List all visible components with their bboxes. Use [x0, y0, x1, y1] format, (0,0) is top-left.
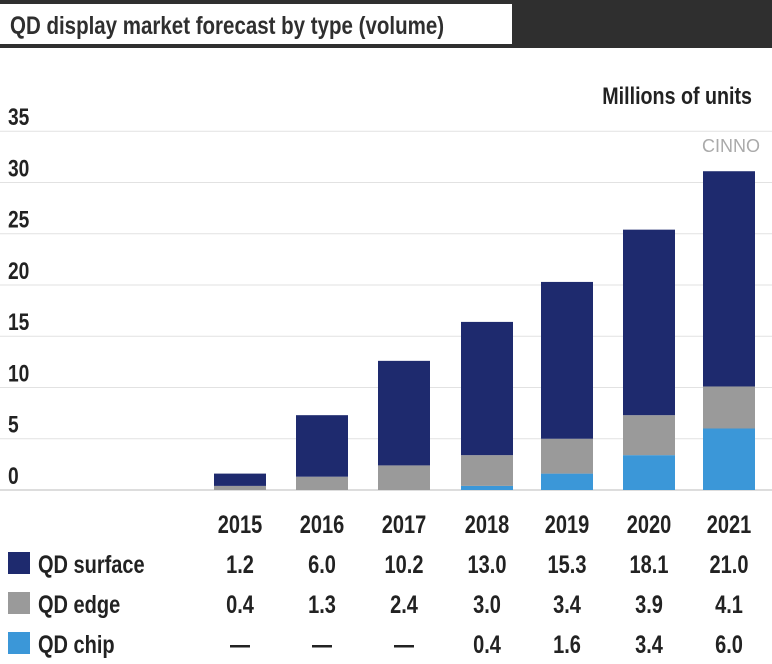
bar-qd-edge	[214, 485, 266, 490]
data-label: 3.9	[635, 591, 663, 619]
unit-label: Millions of units	[602, 82, 752, 109]
bar-qd-edge	[541, 438, 593, 474]
y-tick-label: 20	[8, 257, 29, 285]
bar-qd-edge	[296, 476, 348, 490]
y-tick-label: 35	[8, 103, 29, 131]
data-label: 18.1	[630, 551, 669, 579]
data-label: 15.3	[548, 551, 587, 579]
x-tick-label: 2019	[545, 511, 589, 539]
data-label: —	[230, 631, 250, 659]
bar-qd-surface	[378, 360, 430, 466]
x-tick-label: 2018	[465, 511, 509, 539]
y-tick-label: 30	[8, 154, 29, 182]
y-tick-label: 0	[8, 462, 19, 490]
watermark: CINNO	[702, 136, 760, 156]
data-label: 6.0	[715, 631, 743, 659]
legend-label: QD edge	[38, 591, 120, 619]
bar-qd-surface	[214, 473, 266, 486]
data-label: 1.6	[553, 631, 581, 659]
data-label: 10.2	[385, 551, 424, 579]
y-tick-label: 10	[8, 359, 29, 387]
x-tick-label: 2015	[218, 511, 262, 539]
data-label: 0.4	[226, 591, 254, 619]
legend-swatch	[8, 552, 30, 574]
data-label: 13.0	[468, 551, 507, 579]
bar-qd-chip	[623, 455, 675, 490]
legend-label: QD chip	[38, 631, 115, 659]
data-label: 3.4	[635, 631, 663, 659]
x-tick-label: 2016	[300, 511, 344, 539]
bar-qd-edge	[703, 386, 755, 429]
data-label: 21.0	[710, 551, 749, 579]
x-tick-label: 2020	[627, 511, 671, 539]
y-tick-label: 15	[8, 308, 29, 336]
y-tick-label: 25	[8, 206, 29, 234]
legend-swatch	[8, 632, 30, 654]
data-label: 3.0	[473, 591, 501, 619]
y-tick-label: 5	[8, 411, 19, 439]
data-label: —	[312, 631, 332, 659]
data-label: 1.3	[308, 591, 336, 619]
data-label: 4.1	[715, 591, 743, 619]
x-tick-label: 2021	[707, 511, 751, 539]
data-label: 1.2	[226, 551, 254, 579]
bar-qd-chip	[541, 473, 593, 490]
bar-qd-surface	[541, 281, 593, 439]
legend-label: QD surface	[38, 551, 145, 579]
bar-qd-surface	[461, 321, 513, 456]
title-bar: QD display market forecast by type (volu…	[0, 0, 772, 48]
title-box: QD display market forecast by type (volu…	[0, 4, 512, 44]
x-tick-label: 2017	[382, 511, 426, 539]
data-label: 2.4	[390, 591, 418, 619]
bar-qd-surface	[623, 229, 675, 416]
bar-qd-edge	[461, 455, 513, 486]
bar-qd-chip	[461, 485, 513, 490]
bar-qd-surface	[296, 415, 348, 477]
bar-qd-edge	[623, 415, 675, 456]
bar-qd-surface	[703, 171, 755, 387]
data-label: 0.4	[473, 631, 501, 659]
legend-swatch	[8, 592, 30, 614]
data-label: 3.4	[553, 591, 581, 619]
chart-title: QD display market forecast by type (volu…	[10, 12, 445, 40]
bar-qd-chip	[703, 428, 755, 490]
data-label: 6.0	[308, 551, 336, 579]
bar-qd-edge	[378, 465, 430, 490]
data-label: —	[394, 631, 414, 659]
